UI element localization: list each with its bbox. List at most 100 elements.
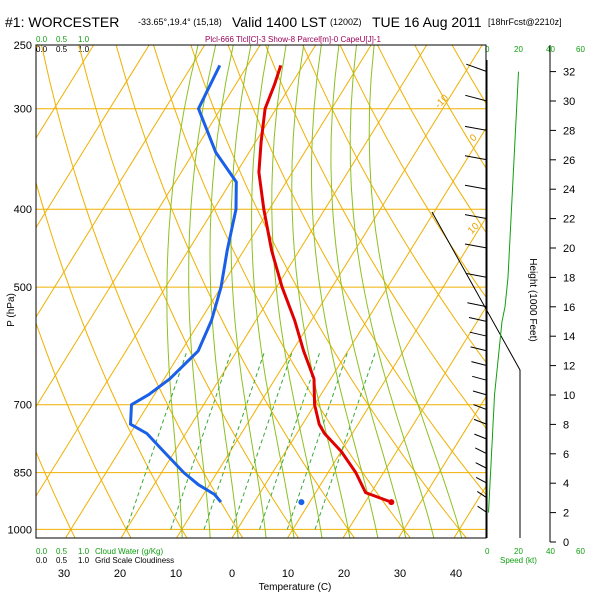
mixing-ratio-label: 8 [290,542,300,551]
moist-adiabat-line [271,45,323,538]
temperature-tick-label: 10 [282,568,294,580]
isotherm-line [287,216,486,538]
dry-adiabat-line [36,321,132,538]
speed-bot-20: 20 [514,547,523,556]
moist-adiabat-line [330,45,407,538]
dry-adiabat-line [414,45,486,169]
isotherm-line [342,306,486,538]
dry-adiabat-line [339,45,486,298]
wind-barb [473,404,488,411]
pressure-ticks: 250 300 400 500 700 850 1000 [8,40,32,536]
wind-barb [471,361,488,367]
speed-bot-label: Speed (kt) [500,556,537,565]
height-tick-label: 6 [563,449,569,461]
temperature-tick-label: 20 [338,568,350,580]
temperature-tick-label: 10 [170,568,182,580]
pressure-tick-label: 700 [14,400,32,412]
cloud-water-bottom-legend: 0.0 0.5 1.0 Cloud Water (g/Kg) 0.0 0.5 1… [36,547,174,565]
moist-adiabat-line [251,45,295,538]
dry-adiabat-line [265,45,486,429]
cw-bot-2: 1.0 [78,547,90,556]
wind-barb [475,476,488,484]
height-tick-label: 28 [563,125,575,137]
wind-barb [473,418,488,425]
pressure-tick-label: 850 [14,468,32,480]
moist-adiabat-line [166,45,199,538]
cc-bot-2: 1.0 [78,556,90,565]
speed-top-40: 40 [546,45,555,54]
mixing-ratio-label: 3 [216,542,226,551]
surface-dewpoint-marker [298,499,305,506]
height-tick-label: 30 [563,96,575,108]
speed-top-legend: 0 20 40 60 [485,45,585,54]
height-tick-label: 24 [563,184,575,196]
dry-adiabat-line [153,45,411,538]
height-tick-label: 16 [563,302,575,314]
pressure-tick-label: 500 [14,282,32,294]
isotherm-line [231,127,486,538]
pressure-tick-label: 400 [14,204,32,216]
wind-barb [472,375,488,381]
cc-top-2: 1.0 [78,45,90,54]
height-tick-label: 32 [563,67,575,79]
wind-barb [464,155,488,161]
isotherm-line [120,45,428,538]
isotherm-label: -10 [433,93,451,111]
speed-top-20: 20 [514,45,523,54]
height-tick-label: 14 [563,331,575,343]
mixing-ratio-label: 2 [182,542,192,551]
dry-adiabat-line [302,45,486,364]
mixing-ratio-line [170,350,232,530]
height-tick-label: 22 [563,214,575,226]
height-tick-label: 10 [563,390,575,402]
parcel-subtitle: Plcl-666 Tlcl[C]-3 Show-8 Parcel[m]-0 Ca… [205,35,381,44]
mixing-ratio-label: 5 [252,542,262,551]
cw-top-2: 1.0 [78,35,90,44]
speed-bottom-legend: 0 20 40 60 Speed (kt) [485,547,585,565]
isotherm-line [565,45,600,538]
speed-bot-40: 40 [546,547,555,556]
forecast-label: [18hrFcst@2210z] [488,17,562,27]
dewpoint-profile [129,64,238,504]
plot-frame [35,44,487,539]
wind-barb [477,490,488,499]
temperature-tick-label: 0 [229,568,235,580]
surface-temp-marker [388,499,395,506]
dry-adiabat-line [190,45,467,538]
utc-time: (1200Z) [330,17,362,27]
temperature-tick-label: 30 [394,568,406,580]
mixing-ratio-line [259,350,321,530]
wind-barb [472,390,488,396]
height-tick-label: 0 [563,537,569,549]
mixing-ratio-line [203,350,266,530]
dry-adiabat-line [451,45,486,105]
cw-bot-0: 0.0 [36,547,48,556]
dry-adiabat-line [115,45,355,538]
isotherm-line [398,395,486,538]
height-tick-label: 2 [563,508,569,520]
speed-bot-60: 60 [576,547,585,556]
wind-panel-boundary [431,211,521,538]
wind-barb [464,243,488,249]
profiles [129,60,521,538]
dry-adiabat-line [36,450,76,538]
wind-barb [465,94,488,102]
wind-barb [475,462,488,469]
station-coords: -33.65°,19.4° (15,18) [138,17,222,27]
temperature-tick-label: 30 [58,568,70,580]
moist-adiabat-line [349,45,435,538]
temperature-tick-label: 20 [114,568,126,580]
isotherm-label: 20 [498,259,514,275]
cw-bot-label: Cloud Water (g/Kg) [95,547,164,556]
dry-adiabat-line [377,45,486,234]
wind-barb [464,184,488,190]
date-label: TUE 16 Aug 2011 [372,14,482,30]
wind-barb [464,125,488,131]
temperature-ticks: 30 20 10 0 10 20 30 40 [58,568,462,580]
height-tick-label: 18 [563,272,575,284]
isotherm-line [36,45,206,318]
wind-barb [477,505,488,514]
speed-top-60: 60 [576,45,585,54]
cc-bot-1: 0.5 [56,556,68,565]
